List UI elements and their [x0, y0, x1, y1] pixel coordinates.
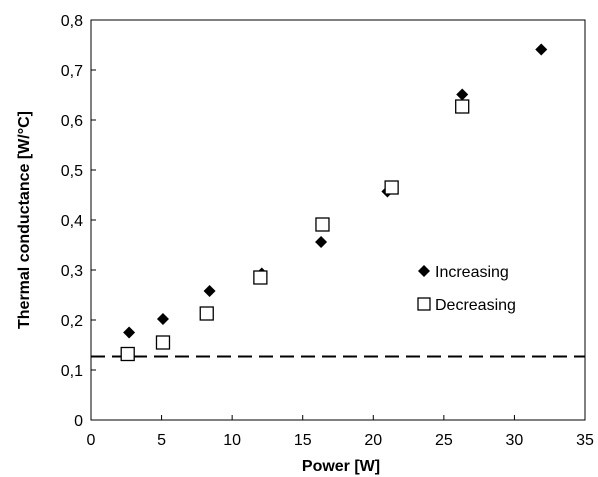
point-decreasing	[253, 270, 268, 285]
x-tick-label: 0	[87, 432, 96, 449]
point-decreasing	[199, 306, 214, 321]
legend-label-increasing: Increasing	[435, 264, 509, 281]
x-tick-label: 30	[506, 432, 524, 449]
y-tick-label: 0,3	[61, 263, 83, 280]
y-tick-label: 0	[74, 413, 83, 430]
point-decreasing	[155, 335, 171, 350]
point-decreasing	[120, 346, 135, 362]
y-tick-label: 0,5	[61, 163, 83, 180]
legend: Increasing Decreasing	[417, 264, 516, 314]
x-tick-label: 20	[364, 432, 382, 449]
y-tick-label: 0,6	[61, 113, 83, 130]
y-axis-ticks: 0 0,1 0,2 0,3 0,4 0,5 0,6 0,7 0,8	[61, 13, 96, 430]
point-increasing	[123, 326, 136, 339]
legend-marker-decreasing	[417, 297, 431, 311]
legend-marker-increasing	[418, 265, 430, 277]
y-tick-label: 0,4	[61, 213, 83, 230]
plot-frame	[90, 19, 586, 421]
point-increasing	[156, 313, 169, 325]
point-decreasing	[455, 99, 470, 114]
x-tick-label: 25	[435, 432, 453, 449]
x-tick-label: 15	[294, 432, 312, 449]
point-decreasing	[315, 217, 330, 232]
x-tick-label: 35	[576, 432, 594, 449]
point-increasing	[203, 285, 216, 297]
x-tick-label: 5	[157, 432, 166, 449]
series-layer	[120, 43, 548, 362]
y-tick-label: 0,1	[61, 363, 83, 380]
point-increasing	[535, 43, 548, 56]
y-tick-label: 0,2	[61, 313, 83, 330]
point-decreasing	[384, 180, 399, 195]
x-axis-title: Power [W]	[302, 458, 380, 475]
legend-label-decreasing: Decreasing	[435, 297, 516, 314]
x-tick-label: 10	[223, 432, 241, 449]
y-tick-label: 0,8	[61, 13, 83, 30]
y-tick-label: 0,7	[61, 63, 83, 80]
y-axis-title: Thermal conductance [W/°C]	[16, 111, 33, 329]
point-increasing	[315, 236, 328, 248]
point-increasing	[456, 88, 469, 101]
